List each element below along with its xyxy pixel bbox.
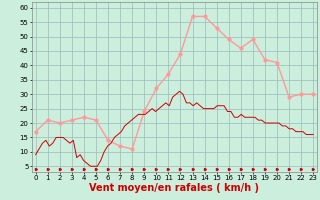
X-axis label: Vent moyen/en rafales ( km/h ): Vent moyen/en rafales ( km/h ) [89, 183, 260, 193]
